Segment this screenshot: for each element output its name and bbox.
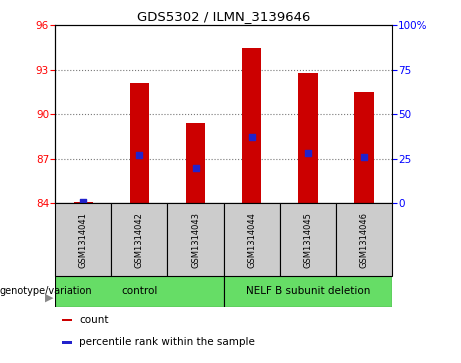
Bar [280,203,336,276]
Point [248,135,255,140]
Bar [354,92,373,203]
Text: count: count [79,315,108,325]
Bar [74,202,93,203]
Bar [186,123,205,203]
Bar [130,83,149,203]
Bar [55,276,224,307]
Bar [55,203,112,276]
Text: percentile rank within the sample: percentile rank within the sample [79,337,255,347]
Text: control: control [121,286,158,296]
Bar [167,203,224,276]
Point [304,151,312,156]
Point [136,152,143,158]
Text: GSM1314043: GSM1314043 [191,212,200,268]
Text: GSM1314044: GSM1314044 [247,212,256,268]
Bar [62,341,72,343]
Text: GSM1314046: GSM1314046 [359,212,368,268]
Bar [62,319,72,321]
Text: GSM1314045: GSM1314045 [303,212,312,268]
Bar [336,203,392,276]
Bar [224,203,280,276]
Bar [242,48,261,203]
Text: genotype/variation: genotype/variation [0,286,93,296]
Text: GSM1314042: GSM1314042 [135,212,144,268]
Point [360,154,367,160]
Point [80,200,87,205]
Point [192,165,199,171]
Title: GDS5302 / ILMN_3139646: GDS5302 / ILMN_3139646 [137,10,310,23]
Bar [298,73,318,203]
Bar [112,203,167,276]
Bar [224,276,392,307]
Text: ▶: ▶ [45,293,53,303]
Text: GSM1314041: GSM1314041 [79,212,88,268]
Text: NELF B subunit deletion: NELF B subunit deletion [246,286,370,296]
